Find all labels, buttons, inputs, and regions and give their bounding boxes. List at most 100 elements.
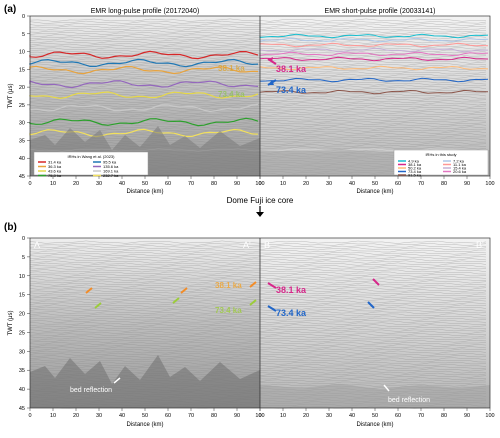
y-tick-label: 20 <box>19 312 25 318</box>
x-label-a-left: Distance (km) <box>126 189 163 195</box>
y-tick-label: 35 <box>19 368 25 374</box>
x-tick-label: 60 <box>395 413 401 419</box>
radar-striation <box>29 348 487 352</box>
radar-striation <box>29 357 487 361</box>
legend-entry: 91.5 ka <box>408 173 422 178</box>
radar-striation <box>29 251 487 255</box>
irh-line-right <box>259 51 489 57</box>
x-tick-label: 50 <box>372 181 378 187</box>
radar-striation <box>29 242 487 246</box>
radar-striation <box>29 247 487 251</box>
legend-entry: 7.2 ka <box>453 159 465 164</box>
y-tick-label: 45 <box>19 406 25 412</box>
legend-entry: 43.6 ka <box>48 169 62 174</box>
radar-striation <box>29 45 487 49</box>
legend-entry: 36.3 ka <box>48 164 62 169</box>
irh-line-left <box>29 58 259 68</box>
radar-striation <box>29 333 487 337</box>
x-tick-label: 30 <box>96 413 102 419</box>
radar-striation <box>29 106 487 110</box>
x-tick-label: 0 <box>28 181 31 187</box>
annot-73-a-left: 73.4 ka <box>218 90 245 99</box>
x-tick-label: 10 <box>280 181 286 187</box>
annot-38-a-left: 38.1 ka <box>218 64 245 73</box>
y-tick-label: 0 <box>22 236 25 242</box>
radar-striation <box>29 104 487 108</box>
annot-73-b: 73.4 ka <box>276 308 307 318</box>
irh-line-left <box>29 91 259 100</box>
radar-striation <box>29 317 487 321</box>
radar-striation <box>29 326 487 330</box>
radar-striation <box>29 34 487 38</box>
x-tick-label: 80 <box>441 413 447 419</box>
radar-striation <box>29 339 487 343</box>
legend-entry: 169.1 ka <box>103 169 119 174</box>
y-tick-label: 40 <box>19 156 25 162</box>
legend-right <box>393 149 489 176</box>
legend-entry: 50.2 ka <box>408 166 422 171</box>
radar-striation <box>29 256 487 260</box>
radar-striation <box>29 82 487 86</box>
radar-striation <box>29 295 487 299</box>
arrow-orange-2 <box>180 287 188 294</box>
radar-striation <box>29 304 487 308</box>
radar-striation <box>29 313 487 317</box>
y-tick-label: 25 <box>19 330 25 336</box>
radar-striation <box>29 23 487 27</box>
radar-striation <box>29 293 487 297</box>
radar-striation <box>29 322 487 326</box>
radar-striation <box>29 16 487 20</box>
legend-right-title: IRHs in this study <box>425 152 456 157</box>
radar-striation <box>29 267 487 271</box>
legend-entry: 15.4 ka <box>453 166 467 171</box>
radar-striation <box>29 115 487 119</box>
radar-striation <box>29 71 487 75</box>
x-tick-label: 40 <box>349 181 355 187</box>
radar-striation <box>29 238 487 242</box>
y-tick-label: 20 <box>19 85 25 91</box>
radar-striation <box>29 20 487 24</box>
corner-B-prime: B' <box>476 240 484 250</box>
radar-striation <box>29 98 487 101</box>
bed-label-right: bed reflection <box>388 397 430 404</box>
legend-entry: 73.4 ka <box>408 169 422 174</box>
radar-striation <box>29 56 487 60</box>
x-tick-label: 0 <box>258 181 261 187</box>
radar-striation <box>29 75 487 79</box>
radar-striation <box>29 275 487 279</box>
radar-striation <box>29 271 487 275</box>
arrow-38-a-head <box>268 57 273 62</box>
radar-striation <box>29 102 487 106</box>
irh-line-right <box>259 42 489 48</box>
legend-entry: 135.6 ka <box>103 164 119 169</box>
radar-striation <box>29 273 487 277</box>
y-tick-label: 40 <box>19 387 25 393</box>
panel-a-left-title: EMR long-pulse profile (20172040) <box>91 8 200 15</box>
radar-striation <box>29 315 487 319</box>
radar-striation <box>29 311 487 315</box>
corner-B: B <box>264 240 270 250</box>
legend-left-items: 31.4 ka 95.5 ka 36.3 ka 135.6 ka 43.6 ka 169.… <box>38 160 119 178</box>
radar-striation <box>29 337 487 341</box>
radar-striation <box>29 253 487 257</box>
radar-striation <box>29 269 487 273</box>
legend-entry: 232.7 ka <box>103 173 119 178</box>
y-tick-label: 5 <box>22 255 25 261</box>
radar-striation <box>29 100 487 104</box>
arrow-38-b-right <box>372 278 380 286</box>
arrow-green-3 <box>249 299 257 306</box>
radar-striation <box>29 291 487 295</box>
arrow-73-b <box>267 305 277 312</box>
y-tick-label: 10 <box>19 274 25 280</box>
irh-line-right <box>259 33 489 39</box>
y-tick-label: 35 <box>19 138 25 144</box>
x-label-b-left: Distance (km) <box>126 422 163 428</box>
arrow-bed-left <box>113 377 121 384</box>
radar-striation <box>29 284 487 288</box>
radar-striation <box>29 344 487 348</box>
y-label-a: TWT (μs) <box>8 83 14 108</box>
radar-striation <box>29 330 487 334</box>
arrow-38-b <box>267 282 277 289</box>
